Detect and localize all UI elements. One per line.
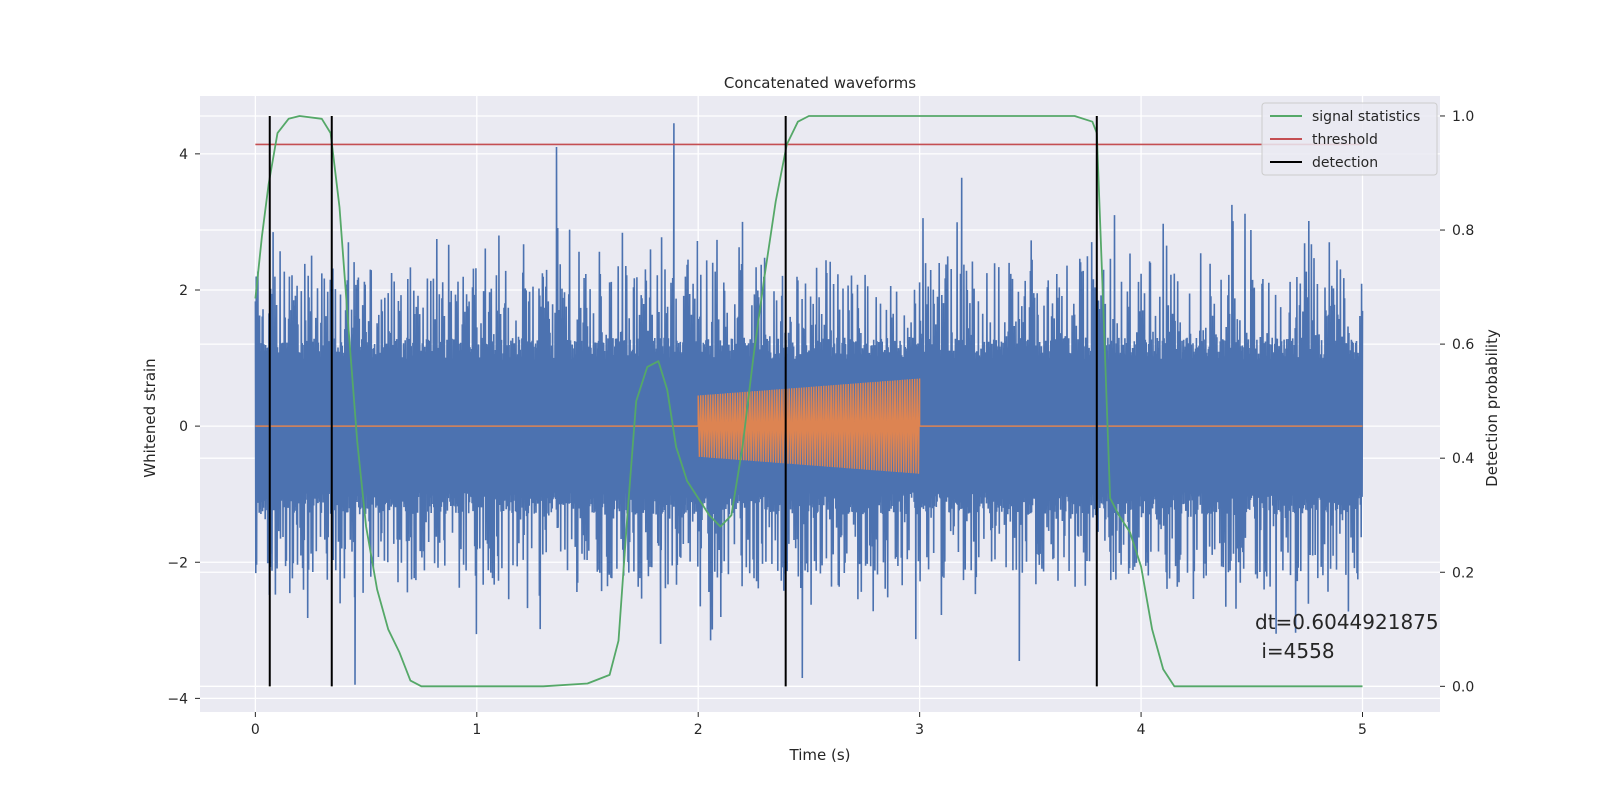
y-tick-label: 4 xyxy=(179,147,188,163)
x-tick-label: 1 xyxy=(472,722,481,738)
y2-tick-label: 0.2 xyxy=(1452,565,1474,581)
annotation-i: i=4558 xyxy=(1255,639,1335,663)
legend-label-signal-statistics: signal statistics xyxy=(1312,109,1420,125)
y-tick-label: −2 xyxy=(167,555,188,571)
annotation-dt: dt=0.6044921875 xyxy=(1255,610,1439,634)
y2-tick-label: 0.4 xyxy=(1452,451,1474,467)
y2-tick-label: 0.6 xyxy=(1452,337,1474,353)
template-series xyxy=(255,378,1363,474)
legend-box xyxy=(1261,102,1438,176)
y2-tick-label: 1.0 xyxy=(1452,109,1474,125)
series-layer xyxy=(254,115,1364,688)
strain-series xyxy=(254,123,1364,685)
axes: 0 1 2 3 4 5 −4 −2 0 2 4 0.0 0.2 0.4 0.6 0.8 1.0 xyxy=(167,109,1474,738)
y-axis-label: Whitened strain xyxy=(141,358,159,477)
legend-label-detection: detection xyxy=(1312,155,1378,171)
chart-title: Concatenated waveforms xyxy=(724,74,916,92)
y-tick-label: 2 xyxy=(179,283,188,299)
y2-axis-label: Detection probability xyxy=(1483,329,1501,487)
signal-statistics-line xyxy=(254,115,1363,688)
x-tick-label: 4 xyxy=(1137,722,1146,738)
legend-label-threshold: threshold xyxy=(1312,132,1378,148)
y2-tick-label: 0.8 xyxy=(1452,223,1474,239)
x-axis-label: Time (s) xyxy=(789,746,851,764)
legend: signal statistics threshold detection xyxy=(1261,102,1438,176)
x-tick-label: 5 xyxy=(1358,722,1367,738)
y-tick-label: −4 xyxy=(167,691,188,707)
x-tick-label: 3 xyxy=(915,722,924,738)
y2-tick-label: 0.0 xyxy=(1452,679,1474,695)
x-tick-label: 2 xyxy=(694,722,703,738)
y-tick-label: 0 xyxy=(179,419,188,435)
x-tick-label: 0 xyxy=(251,722,260,738)
